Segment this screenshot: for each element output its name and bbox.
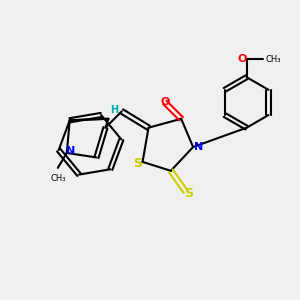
Text: H: H (110, 105, 118, 115)
Text: N: N (194, 142, 204, 152)
Text: S: S (134, 157, 142, 170)
Text: O: O (160, 98, 170, 107)
Text: CH₃: CH₃ (266, 55, 281, 64)
Text: O: O (238, 54, 247, 64)
Text: CH₃: CH₃ (50, 174, 66, 183)
Text: N: N (66, 146, 75, 157)
Text: S: S (184, 187, 193, 200)
